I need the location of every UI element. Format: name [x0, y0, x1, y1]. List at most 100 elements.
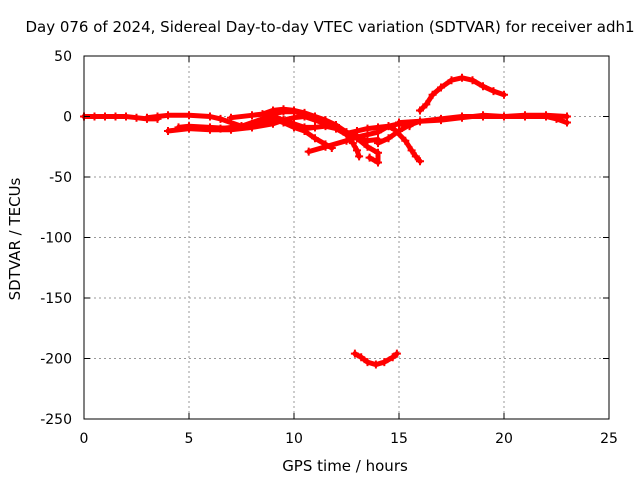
data-point — [489, 87, 498, 96]
data-point — [479, 111, 487, 120]
data-point — [521, 111, 529, 120]
data-point — [164, 127, 172, 136]
data-point — [392, 349, 401, 358]
data-point — [206, 123, 214, 132]
data-point — [216, 124, 225, 133]
y-tick-label: -100 — [40, 231, 72, 247]
data-point — [500, 112, 508, 121]
data-point — [384, 122, 393, 131]
series-arc-12 — [417, 75, 507, 113]
chart-title: Day 076 of 2024, Sidereal Day-to-day VTE… — [25, 18, 634, 36]
data-point — [304, 147, 313, 156]
data-point — [401, 136, 410, 145]
data-point — [411, 152, 420, 161]
data-point — [258, 114, 267, 123]
data-point — [90, 112, 99, 121]
data-point — [416, 117, 424, 126]
data-point — [363, 136, 372, 145]
y-tick-label: -200 — [40, 352, 72, 368]
data-point — [384, 134, 393, 143]
data-point — [374, 123, 382, 132]
data-point — [269, 110, 277, 119]
data-point — [437, 83, 445, 92]
data-point — [395, 127, 403, 136]
data-point — [332, 124, 340, 133]
data-point — [300, 110, 309, 119]
data-point — [153, 112, 162, 121]
data-point — [248, 111, 256, 120]
data-point — [395, 118, 403, 127]
data-point — [342, 136, 351, 145]
y-tick-labels: 50 0 -50 -100 -150 -200 -250 — [40, 49, 72, 428]
ticks — [83, 55, 610, 420]
data-point — [279, 118, 288, 127]
grid — [84, 56, 609, 419]
data-point — [447, 76, 456, 85]
data-point — [388, 353, 397, 362]
data-point — [321, 122, 330, 131]
data-point — [290, 123, 298, 132]
data-point — [311, 123, 319, 132]
data-point — [101, 112, 109, 121]
data-point — [353, 127, 361, 136]
data-point — [458, 113, 466, 122]
data-point — [437, 116, 445, 125]
data-point — [371, 360, 380, 369]
data-point — [363, 124, 372, 133]
data-point — [468, 76, 477, 85]
data-point — [321, 142, 330, 151]
data-point — [422, 100, 431, 109]
data-point — [311, 134, 319, 143]
data-point — [185, 122, 193, 131]
series-group — [80, 73, 571, 369]
data-point — [365, 153, 374, 162]
data-point — [355, 152, 364, 161]
data-point — [122, 112, 130, 121]
data-point — [380, 358, 389, 367]
y-tick-label: -50 — [49, 170, 72, 186]
data-point — [164, 111, 172, 120]
x-tick-label: 10 — [285, 431, 303, 447]
data-point — [206, 112, 214, 121]
x-tick-label: 5 — [185, 431, 194, 447]
data-point — [416, 106, 424, 115]
data-point — [428, 90, 437, 99]
data-point — [479, 82, 487, 91]
data-point — [237, 122, 246, 131]
data-point — [458, 73, 466, 82]
x-tick-label: 20 — [495, 431, 513, 447]
data-point — [300, 124, 309, 133]
x-tick-label: 15 — [390, 431, 408, 447]
data-point — [350, 349, 359, 358]
data-point — [227, 113, 235, 122]
data-point — [363, 358, 372, 367]
data-point — [216, 114, 225, 123]
data-point — [311, 113, 319, 122]
y-tick-label: -250 — [40, 412, 72, 428]
series-arc-9 — [344, 123, 423, 164]
data-point — [407, 146, 416, 155]
data-point — [357, 353, 366, 362]
data-point — [290, 107, 298, 116]
data-point — [374, 139, 382, 148]
data-point — [174, 123, 183, 132]
data-point — [353, 146, 361, 155]
y-axis-label: SDTVAR / TECUs — [6, 177, 24, 300]
data-point — [374, 148, 382, 157]
data-point — [500, 90, 508, 99]
y-tick-label: -150 — [40, 291, 72, 307]
x-tick-label: 25 — [600, 431, 618, 447]
data-point — [542, 111, 550, 120]
data-point — [374, 158, 382, 167]
data-point — [143, 113, 151, 122]
x-tick-label: 0 — [80, 431, 89, 447]
data-point — [132, 113, 141, 122]
y-tick-label: 50 — [54, 49, 72, 65]
data-point — [416, 157, 424, 166]
x-tick-labels: 0 5 10 15 20 25 — [80, 431, 618, 447]
x-axis-label: GPS time / hours — [282, 457, 408, 475]
data-point — [279, 107, 288, 116]
y-tick-label: 0 — [63, 110, 72, 126]
data-point — [111, 112, 120, 121]
